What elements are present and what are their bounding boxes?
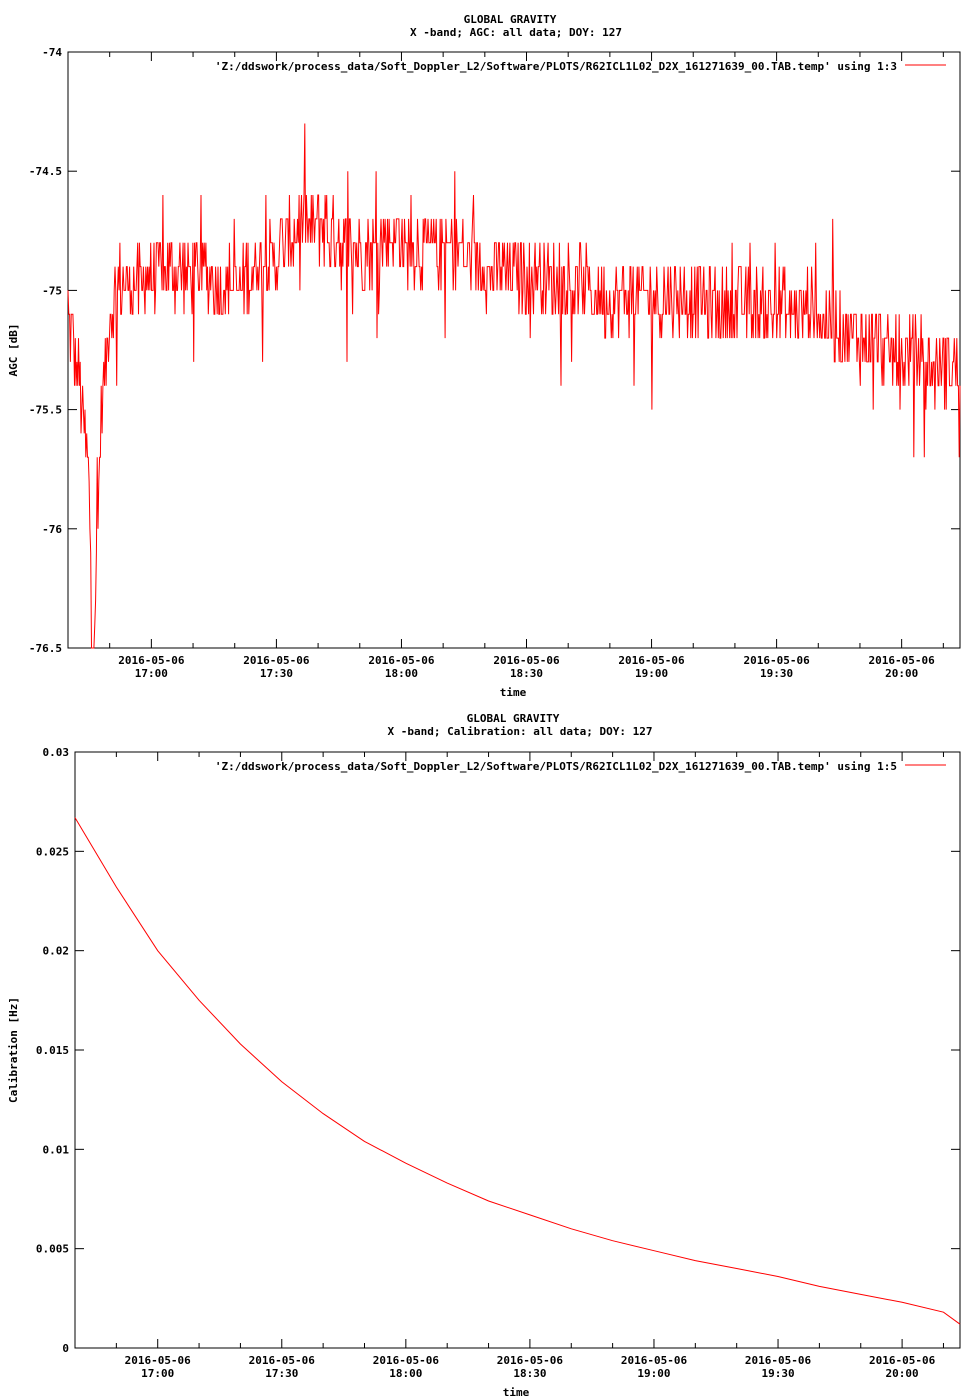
calibration-x-tick-time: 20:00	[886, 1367, 919, 1380]
agc-y-tick-label: -74	[42, 46, 62, 59]
calibration-x-tick-date: 2016-05-06	[125, 1354, 192, 1367]
calibration-x-tick-date: 2016-05-06	[745, 1354, 812, 1367]
calibration-x-tick-date: 2016-05-06	[497, 1354, 564, 1367]
calibration-plot-frame	[74, 751, 961, 1349]
calibration-x-tick-time: 19:30	[761, 1367, 794, 1380]
calibration-y-tick-label: 0.03	[43, 746, 70, 759]
agc-y-tick-label: -76.5	[29, 642, 62, 655]
agc-x-tick-time: 19:30	[760, 667, 793, 680]
agc-y-tick-label: -74.5	[29, 165, 62, 178]
agc-chart: GLOBAL GRAVITY X -band; AGC: all data; D…	[7, 13, 961, 699]
calibration-chart-title: GLOBAL GRAVITY	[467, 712, 560, 725]
calibration-y-axis-label: Calibration [Hz]	[7, 997, 20, 1103]
agc-x-tick-time: 17:30	[260, 667, 293, 680]
agc-legend-label: 'Z:/ddswork/process_data/Soft_Doppler_L2…	[215, 60, 897, 73]
agc-x-tick-time: 18:00	[385, 667, 418, 680]
agc-x-tick-date: 2016-05-06	[869, 654, 936, 667]
calibration-y-tick-label: 0.025	[36, 845, 69, 858]
agc-x-tick-time: 18:30	[510, 667, 543, 680]
calibration-y-tick-label: 0	[62, 1342, 69, 1355]
calibration-y-tick-label: 0.01	[43, 1143, 70, 1156]
calibration-x-tick-date: 2016-05-06	[249, 1354, 316, 1367]
agc-chart-title: GLOBAL GRAVITY	[464, 13, 557, 26]
agc-x-axis-label: time	[500, 686, 527, 699]
agc-x-tick-date: 2016-05-06	[368, 654, 435, 667]
calibration-x-tick-date: 2016-05-06	[869, 1354, 936, 1367]
calibration-chart-subtitle: X -band; Calibration: all data; DOY: 127	[388, 725, 653, 738]
calibration-y-tick-label: 0.015	[36, 1044, 69, 1057]
calibration-x-tick-time: 18:00	[389, 1367, 422, 1380]
calibration-x-tick-time: 19:00	[637, 1367, 670, 1380]
agc-x-tick-date: 2016-05-06	[618, 654, 685, 667]
agc-x-tick-time: 17:00	[135, 667, 168, 680]
agc-x-tick-time: 19:00	[635, 667, 668, 680]
calibration-x-tick-time: 18:30	[513, 1367, 546, 1380]
calibration-y-tick-label: 0.005	[36, 1243, 69, 1256]
agc-x-tick-date: 2016-05-06	[118, 654, 185, 667]
agc-y-tick-label: -75.5	[29, 404, 62, 417]
calibration-y-tick-label: 0.02	[43, 945, 70, 958]
agc-y-axis-label: AGC [dB]	[7, 324, 20, 377]
calibration-x-tick-date: 2016-05-06	[621, 1354, 688, 1367]
agc-series-line	[67, 123, 961, 649]
agc-x-tick-date: 2016-05-06	[493, 654, 560, 667]
calibration-chart: GLOBAL GRAVITY X -band; Calibration: all…	[7, 712, 961, 1399]
calibration-series-line	[74, 817, 961, 1325]
agc-y-tick-label: -75	[42, 284, 62, 297]
agc-x-tick-time: 20:00	[885, 667, 918, 680]
calibration-x-tick-time: 17:30	[265, 1367, 298, 1380]
agc-plot-frame	[67, 51, 961, 649]
calibration-x-tick-date: 2016-05-06	[373, 1354, 440, 1367]
agc-x-tick-date: 2016-05-06	[243, 654, 310, 667]
agc-x-tick-date: 2016-05-06	[743, 654, 810, 667]
calibration-x-axis-label: time	[503, 1386, 530, 1399]
agc-y-tick-label: -76	[42, 523, 62, 536]
calibration-legend-label: 'Z:/ddswork/process_data/Soft_Doppler_L2…	[215, 760, 897, 773]
agc-chart-subtitle: X -band; AGC: all data; DOY: 127	[410, 26, 622, 39]
calibration-x-tick-time: 17:00	[141, 1367, 174, 1380]
